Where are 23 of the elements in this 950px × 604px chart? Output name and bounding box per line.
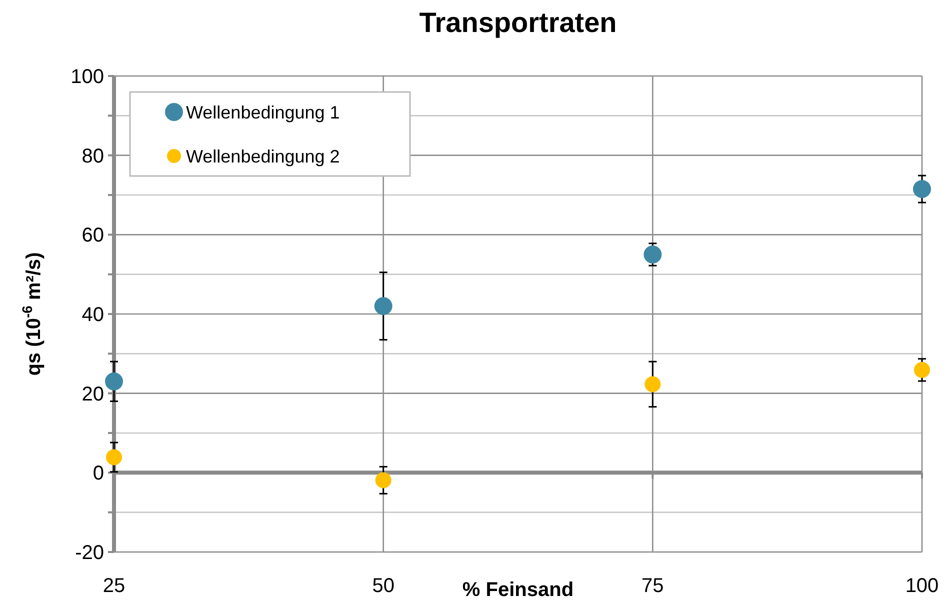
y-tick-label: 80 bbox=[82, 145, 104, 168]
point bbox=[913, 180, 931, 198]
chart-title: Transportraten bbox=[419, 7, 617, 38]
point bbox=[644, 376, 661, 392]
point bbox=[105, 372, 123, 390]
x-tick-label: 75 bbox=[642, 575, 664, 597]
point bbox=[375, 472, 392, 488]
y-tick-label: 20 bbox=[82, 383, 104, 406]
point bbox=[914, 362, 930, 378]
y-tick-label: 60 bbox=[82, 224, 104, 247]
y-tick-label: 40 bbox=[82, 304, 104, 326]
point bbox=[374, 297, 392, 316]
x-axis-title: % Feinsand bbox=[462, 579, 574, 601]
y-tick-label: 100 bbox=[70, 66, 104, 88]
y-tick-label: -20 bbox=[75, 542, 104, 564]
x-tick-label: 100 bbox=[905, 575, 939, 597]
legend-label: Wellenbedingung 1 bbox=[186, 102, 340, 122]
x-tick-label: 25 bbox=[102, 575, 126, 597]
point bbox=[644, 246, 662, 264]
x-tick-label: 50 bbox=[372, 575, 394, 597]
legend-label: Wellenbedingung 2 bbox=[186, 146, 340, 166]
y-tick-label: 0 bbox=[92, 462, 104, 485]
point bbox=[106, 449, 122, 466]
